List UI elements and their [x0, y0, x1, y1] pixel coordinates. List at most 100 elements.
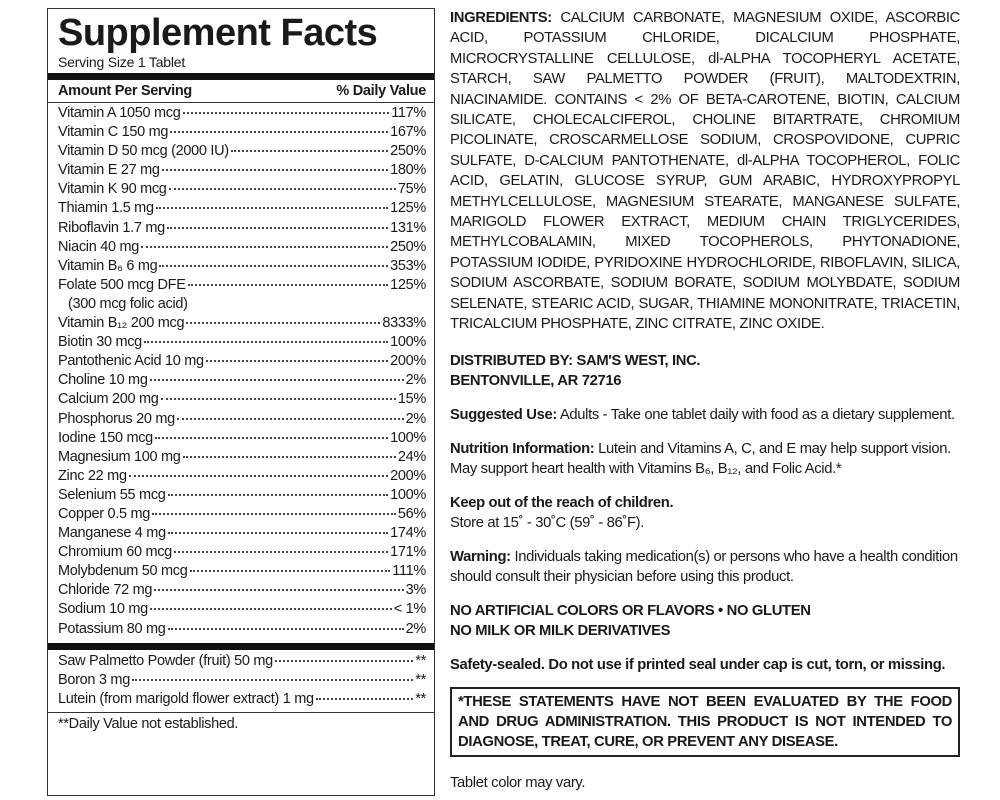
nutrient-name: Calcium 200 mg: [58, 391, 159, 408]
nutrient-row: Vitamin D 50 mcg (2000 IU) 250%: [58, 142, 426, 161]
nutrient-name: Selenium 55 mcg: [58, 486, 166, 503]
nutrient-row: Iodine 150 mcg 100%: [58, 429, 426, 448]
nutrient-name: Manganese 4 mg: [58, 525, 166, 542]
nutrient-name: Niacin 40 mg: [58, 238, 140, 255]
daily-value: 2%: [405, 620, 427, 637]
serving-size: Serving Size 1 Tablet: [58, 54, 186, 70]
dot-leader: [167, 493, 389, 496]
suggested-use: Suggested Use: Adults - Take one tablet …: [450, 405, 960, 425]
dot-leader: [182, 112, 390, 114]
dot-leader: [160, 398, 396, 401]
nutrient-row: Niacin 40 mg 250%: [58, 238, 426, 257]
nutrient-name: Chloride 72 mg: [58, 582, 153, 599]
nutrient-name: Vitamin B₁₂ 200 mcg: [58, 315, 185, 332]
daily-value: 250%: [390, 143, 426, 160]
nutrition-information: Nutrition Information: Lutein and Vitami…: [450, 439, 960, 479]
dot-leader: [274, 659, 414, 662]
daily-value: 131%: [390, 219, 426, 236]
nutrient-name: Lutein (from marigold flower extract) 1 …: [58, 690, 314, 707]
dot-leader: [170, 131, 389, 134]
nutrient-list: Vitamin A 1050 mcg 117% Vitamin C 150 mg 16…: [58, 103, 426, 639]
divider-thin: [48, 102, 434, 103]
nutrient-row: Vitamin B₆ 6 mg 353%: [58, 257, 426, 276]
nutrient-name: Magnesium 100 mg: [58, 448, 181, 465]
distributor: DISTRIBUTED BY: SAM'S WEST, INC. BENTONV…: [450, 351, 960, 391]
claim-line: NO ARTIFICIAL COLORS OR FLAVORS • NO GLU…: [450, 602, 811, 619]
daily-value: 100%: [390, 429, 426, 446]
ingredients-text: CALCIUM CARBONATE, MAGNESIUM OXIDE, ASCO…: [450, 10, 960, 333]
nutrient-name: Sodium 10 mg: [58, 601, 148, 618]
daily-value: 100%: [390, 486, 426, 503]
dot-leader: [149, 379, 404, 382]
dot-leader: [176, 417, 404, 420]
nutrient-row: Vitamin A 1050 mcg 117%: [58, 104, 426, 123]
nutrient-row: Selenium 55 mcg 100%: [58, 486, 426, 505]
daily-value: **: [415, 652, 426, 669]
nutrient-name: Folate 500 mcg DFE: [58, 276, 186, 293]
nutrient-row: Vitamin B₁₂ 200 mcg 8333%: [58, 314, 426, 333]
daily-value: 250%: [390, 238, 426, 255]
ingredients-label: INGREDIENTS:: [450, 10, 552, 26]
nutrient-row: Saw Palmetto Powder (fruit) 50 mg **: [58, 652, 426, 671]
section-text: Adults - Take one tablet daily with food…: [559, 406, 955, 423]
dot-leader: [182, 455, 396, 458]
divider-thin: [48, 711, 434, 713]
section-label: Keep out of the reach of children.: [450, 494, 674, 511]
storage: Keep out of the reach of children. Store …: [450, 493, 960, 533]
dot-leader: [155, 207, 389, 210]
nutrient-name: Boron 3 mg: [58, 671, 130, 688]
section-text: Individuals taking medication(s) or pers…: [450, 548, 958, 585]
nutrient-row: Potassium 80 mg 2%: [58, 620, 426, 639]
ingredients: INGREDIENTS: CALCIUM CARBONATE, MAGNESIU…: [450, 8, 960, 335]
daily-value: 174%: [390, 525, 426, 542]
footnote: **Daily Value not established.: [58, 715, 239, 732]
nutrient-note: (300 mcg folic acid): [68, 295, 188, 312]
daily-value: 2%: [405, 372, 427, 389]
nutrient-name: Vitamin B₆ 6 mg: [58, 257, 158, 274]
dot-leader: [161, 169, 389, 172]
dot-leader: [230, 150, 389, 153]
claim-line: NO MILK OR MILK DERIVATIVES: [450, 622, 671, 639]
nutrient-row: Molybdenum 50 mcg 111%: [58, 562, 426, 581]
nutrient-name: Vitamin A 1050 mcg: [58, 105, 181, 121]
nutrient-name: Vitamin D 50 mcg (2000 IU): [58, 143, 229, 160]
nutrient-name: Vitamin C 150 mg: [58, 124, 169, 141]
nutrient-name: Phosphorus 20 mg: [58, 410, 175, 427]
nutrient-row: Phosphorus 20 mg 2%: [58, 410, 426, 429]
daily-value: 24%: [397, 448, 426, 465]
nutrient-name: Pantothenic Acid 10 mg: [58, 353, 204, 370]
facts-title: Supplement Facts: [58, 12, 378, 54]
dot-leader: [131, 678, 414, 681]
nutrient-row: Lutein (from marigold flower extract) 1 …: [58, 690, 426, 709]
tablet-color-note: Tablet color may vary.: [450, 774, 586, 791]
claims: NO ARTIFICIAL COLORS OR FLAVORS • NO GLU…: [450, 601, 960, 641]
section-label: Suggested Use:: [450, 406, 557, 423]
nutrient-row: Pantothenic Acid 10 mg 200%: [58, 352, 426, 371]
daily-value: 15%: [397, 391, 426, 408]
nutrient-name: Saw Palmetto Powder (fruit) 50 mg: [58, 652, 273, 669]
nutrient-name: Iodine 150 mcg: [58, 429, 153, 446]
nutrient-row: Sodium 10 mg < 1%: [58, 600, 426, 619]
nutrient-name: Vitamin K 90 mcg: [58, 181, 167, 198]
nutrient-row: Zinc 22 mg 200%: [58, 467, 426, 486]
safety-note: Safety-sealed. Do not use if printed sea…: [450, 656, 946, 673]
nutrient-row: Vitamin E 27 mg 180%: [58, 161, 426, 180]
nutrient-name: Zinc 22 mg: [58, 467, 127, 484]
dot-leader: [173, 551, 389, 554]
daily-value: 117%: [391, 105, 426, 121]
dot-leader: [154, 436, 389, 439]
daily-value: 75%: [397, 181, 426, 198]
dot-leader: [128, 474, 389, 477]
column-header: Amount Per Serving % Daily Value: [58, 80, 426, 102]
dot-leader: [189, 570, 391, 573]
label-text-column: INGREDIENTS: CALCIUM CARBONATE, MAGNESIU…: [450, 8, 960, 793]
daily-value: 167%: [390, 124, 426, 141]
dot-leader: [186, 322, 381, 325]
nutrient-name: Copper 0.5 mg: [58, 505, 151, 522]
nutrient-row: Folate 500 mcg DFE 125%: [58, 276, 426, 295]
daily-value: 8333%: [382, 315, 426, 332]
dot-leader: [205, 360, 389, 363]
daily-value: 353%: [390, 257, 426, 274]
nutrient-row: Biotin 30 mcg 100%: [58, 333, 426, 352]
